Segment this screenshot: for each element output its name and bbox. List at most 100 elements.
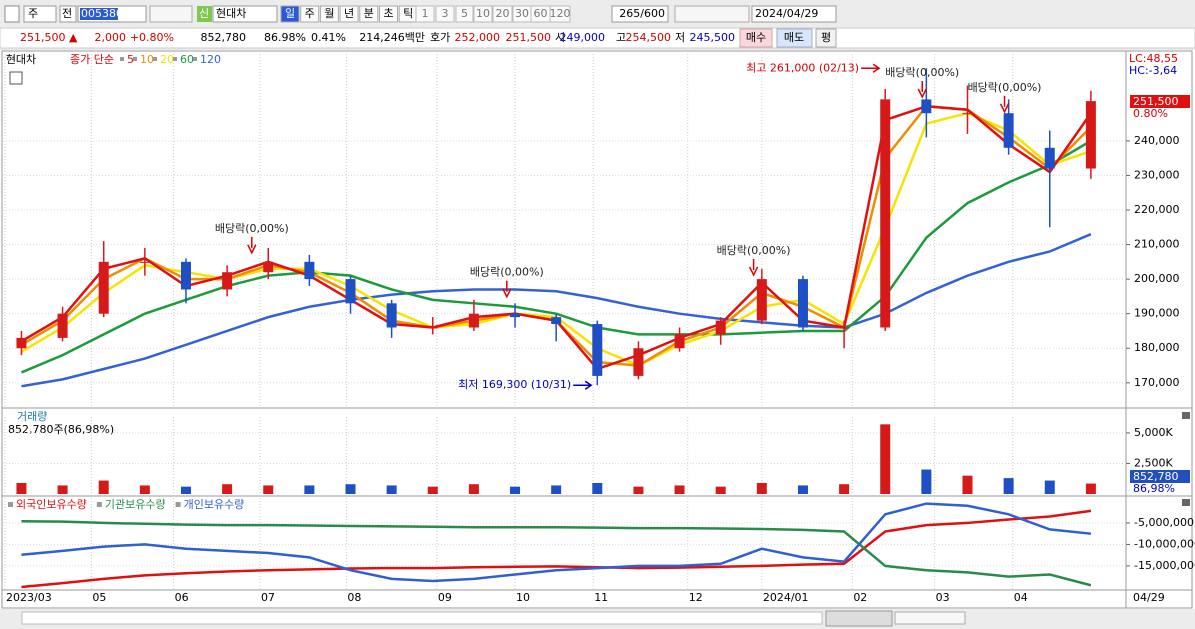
legend-swatch (175, 502, 181, 507)
period-button[interactable] (319, 5, 339, 23)
interval: 3 (442, 7, 449, 20)
prev-button[interactable] (59, 5, 77, 23)
volume-bar (962, 475, 973, 494)
x-tick-label: 07 (261, 591, 275, 604)
icon-buttons[interactable] (149, 5, 193, 23)
legend-swatch (173, 57, 177, 61)
table-icon[interactable] (9, 71, 23, 85)
interval-button[interactable] (492, 5, 513, 23)
count-box[interactable] (611, 5, 669, 23)
legend-entry: 10 (140, 53, 154, 66)
tool-icons[interactable] (674, 5, 750, 23)
x-tick-label: 2023/03 (6, 591, 52, 604)
panel-close[interactable] (1182, 412, 1190, 419)
date-box[interactable] (751, 5, 837, 23)
volume-bar (16, 483, 27, 494)
legend-entry: 120 (200, 53, 221, 66)
period: 년 (344, 7, 354, 20)
volume-bar (756, 483, 767, 494)
open-label: 시 (555, 31, 565, 44)
avg: 평 (821, 31, 831, 44)
scroll-track[interactable] (21, 611, 823, 625)
low: 245,500 (690, 31, 736, 44)
interval-button[interactable] (473, 5, 493, 23)
legend-swatch (96, 502, 102, 507)
volume-bar (386, 485, 397, 494)
candle-body (797, 279, 808, 328)
low-label: 저 (675, 31, 685, 44)
sell-button[interactable] (776, 28, 813, 48)
zoom-slider[interactable] (894, 611, 966, 625)
name-input[interactable] (212, 5, 278, 23)
volume-bar (304, 485, 315, 494)
interval: 1 (422, 7, 429, 20)
extreme-arrow (573, 380, 593, 390)
y-tick-label: -15,000,000 (1134, 559, 1195, 572)
x-tick-label: 03 (936, 591, 950, 604)
market-select[interactable] (23, 5, 57, 23)
x-tick-label: 08 (347, 591, 361, 604)
period-button[interactable] (379, 5, 398, 23)
quote-amount: 214,246백만 (359, 31, 425, 44)
period: 초 (383, 7, 393, 20)
menu-icon[interactable] (4, 5, 20, 23)
zoom-buttons[interactable] (970, 611, 1190, 626)
period: 분 (364, 7, 374, 20)
candle-body (304, 261, 315, 280)
candle-body (880, 99, 891, 328)
period-button[interactable] (339, 5, 359, 23)
last-date: 04/29 (1133, 591, 1165, 604)
volume-bar (222, 484, 233, 494)
period-button[interactable] (359, 5, 379, 23)
volume-bar (633, 486, 644, 494)
sell: 매도 (784, 31, 804, 44)
interval-button[interactable] (549, 5, 571, 23)
quote-bar (0, 27, 1195, 49)
hc: HC:-3,64 (1129, 64, 1177, 77)
volume-bar (427, 486, 438, 494)
candle-body (139, 261, 150, 263)
chart-frame (1, 50, 1193, 609)
legend-swatch (8, 502, 13, 507)
interval: 60 (534, 7, 548, 20)
playback-buttons[interactable] (825, 610, 893, 627)
volume-bar (880, 424, 891, 494)
interval-button[interactable] (415, 5, 435, 23)
volume-tag-bg (1130, 470, 1190, 483)
period-button[interactable] (300, 5, 320, 23)
volume-bar (592, 483, 603, 494)
x-tick-label: 12 (689, 591, 703, 604)
legend-swatch (153, 57, 157, 61)
period-button[interactable] (280, 5, 300, 23)
volume-bar (715, 486, 726, 494)
quote-turnover: 0.41% (311, 31, 346, 44)
y-tick-label: -10,000,000 (1134, 537, 1195, 550)
y-tick-label: 200,000 (1134, 272, 1180, 285)
credit-badge (197, 6, 212, 22)
prev: 전 (62, 7, 72, 20)
interval-button[interactable] (455, 5, 474, 23)
panel-close[interactable] (1182, 499, 1190, 506)
candle-body (756, 279, 767, 321)
extreme-arrow (861, 63, 881, 73)
volume-tag: 852,780 (1133, 470, 1179, 483)
candle-body (921, 99, 932, 114)
line-series (21, 519, 1092, 587)
quote-volume-rate: 86.98% (264, 31, 306, 44)
candle-body (1003, 113, 1014, 148)
buy-button[interactable] (739, 28, 773, 48)
avg-button[interactable] (815, 28, 837, 48)
y-tick-label: 240,000 (1134, 134, 1180, 147)
interval-button[interactable] (435, 5, 455, 23)
open: 249,000 (560, 31, 606, 44)
candle-body (386, 303, 397, 328)
interval: 120 (550, 7, 571, 20)
period: 일 (285, 6, 295, 20)
x-tick-label: 10 (516, 591, 530, 604)
candle-body (715, 320, 726, 335)
annotation-arrow (247, 236, 257, 255)
legend-entry: 외국인보유수량 (16, 498, 87, 511)
line-series (21, 509, 1092, 589)
candle-body (962, 113, 973, 115)
